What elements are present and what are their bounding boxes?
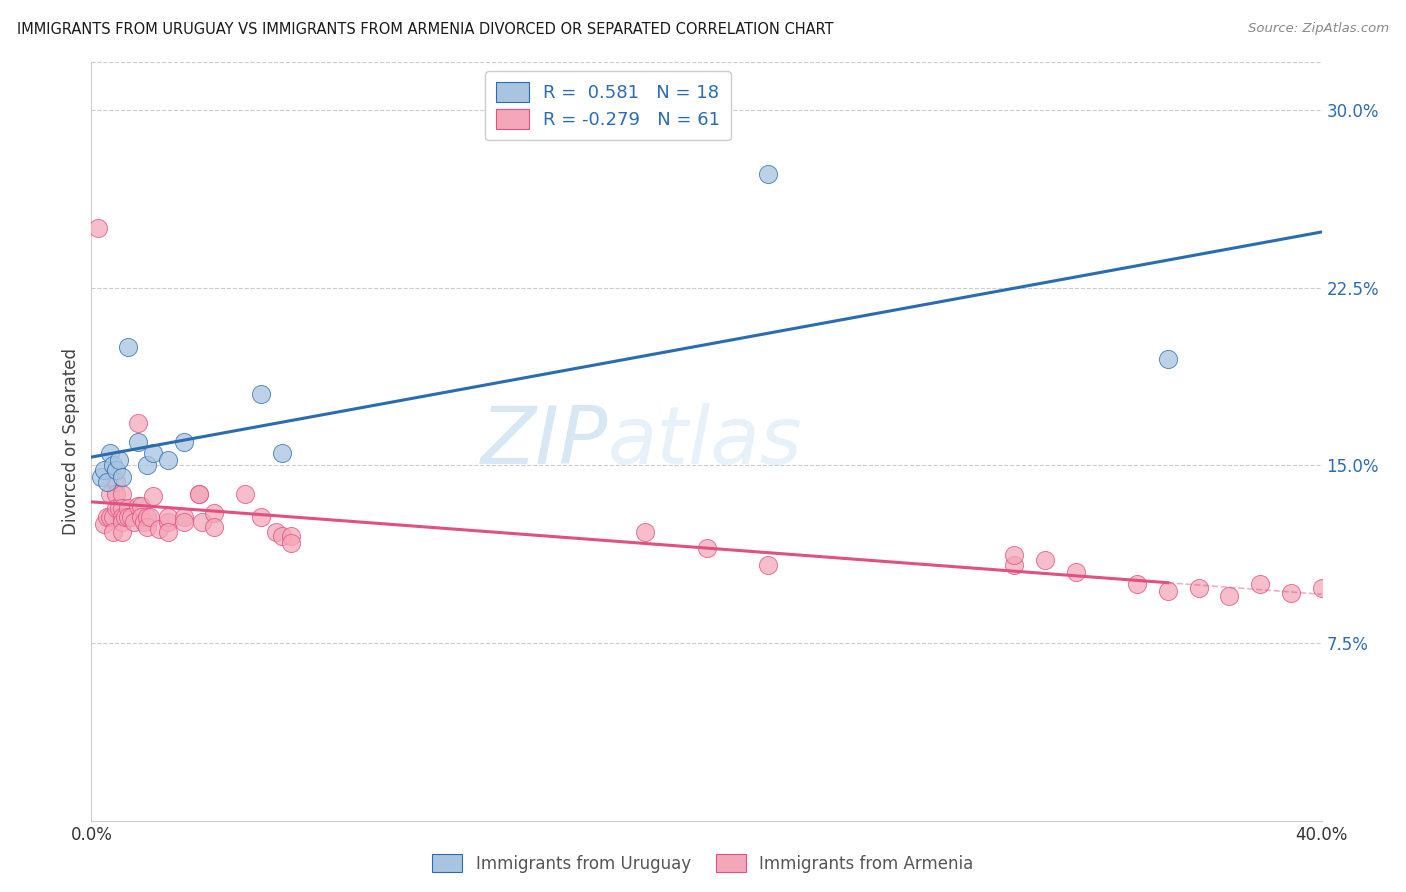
Point: [173, 510, 195, 524]
Point: [101, 510, 124, 524]
Point: [696, 541, 718, 556]
Point: [105, 500, 127, 515]
Point: [86, 221, 108, 235]
Point: [117, 500, 139, 515]
Point: [191, 515, 214, 529]
Point: [249, 510, 271, 524]
Point: [105, 475, 127, 489]
Point: [117, 510, 139, 524]
Point: [271, 446, 294, 460]
Point: [108, 453, 131, 467]
Point: [105, 486, 127, 500]
Point: [101, 458, 124, 473]
Point: [1126, 576, 1149, 591]
Point: [93, 517, 115, 532]
Point: [202, 506, 225, 520]
Point: [96, 510, 118, 524]
Point: [98, 446, 121, 460]
Point: [1218, 589, 1240, 603]
Point: [1157, 351, 1180, 366]
Point: [1033, 553, 1056, 567]
Text: atlas: atlas: [607, 402, 803, 481]
Point: [111, 470, 134, 484]
Point: [129, 510, 152, 524]
Point: [120, 510, 142, 524]
Point: [264, 524, 287, 539]
Point: [98, 486, 121, 500]
Point: [108, 500, 131, 515]
Point: [280, 536, 302, 550]
Point: [127, 434, 149, 449]
Point: [114, 510, 136, 524]
Legend: Immigrants from Uruguay, Immigrants from Armenia: Immigrants from Uruguay, Immigrants from…: [426, 847, 980, 880]
Point: [1279, 586, 1302, 600]
Point: [111, 486, 134, 500]
Point: [1187, 582, 1209, 596]
Point: [280, 529, 302, 543]
Point: [90, 470, 112, 484]
Point: [148, 522, 170, 536]
Point: [117, 340, 139, 354]
Point: [98, 510, 121, 524]
Point: [105, 463, 127, 477]
Point: [173, 515, 195, 529]
Point: [1064, 565, 1087, 579]
Point: [135, 458, 157, 473]
Point: [157, 453, 180, 467]
Point: [139, 510, 162, 524]
Point: [188, 486, 211, 500]
Text: IMMIGRANTS FROM URUGUAY VS IMMIGRANTS FROM ARMENIA DIVORCED OR SEPARATED CORRELA: IMMIGRANTS FROM URUGUAY VS IMMIGRANTS FR…: [17, 22, 834, 37]
Point: [1002, 548, 1025, 563]
Point: [188, 486, 211, 500]
Point: [157, 524, 180, 539]
Point: [1310, 582, 1333, 596]
Point: [111, 510, 134, 524]
Point: [202, 520, 225, 534]
Point: [271, 529, 294, 543]
Point: [127, 416, 149, 430]
Legend: R =  0.581   N = 18, R = -0.279   N = 61: R = 0.581 N = 18, R = -0.279 N = 61: [485, 71, 731, 140]
Point: [124, 515, 146, 529]
Point: [132, 515, 155, 529]
Point: [249, 387, 271, 401]
Point: [1002, 558, 1025, 572]
Point: [157, 510, 180, 524]
Point: [127, 499, 149, 513]
Point: [101, 524, 124, 539]
Point: [233, 486, 256, 500]
Point: [157, 515, 180, 529]
Text: ZIP: ZIP: [481, 402, 607, 481]
Point: [135, 510, 157, 524]
Point: [111, 515, 134, 529]
Point: [96, 475, 118, 489]
Point: [111, 500, 134, 515]
Point: [135, 520, 157, 534]
Point: [142, 489, 165, 503]
Point: [93, 463, 115, 477]
Point: [756, 167, 779, 181]
Point: [129, 499, 152, 513]
Point: [756, 558, 779, 572]
Point: [634, 524, 657, 539]
Point: [1157, 583, 1180, 598]
Text: Source: ZipAtlas.com: Source: ZipAtlas.com: [1249, 22, 1389, 36]
Y-axis label: Divorced or Separated: Divorced or Separated: [62, 348, 80, 535]
Point: [142, 446, 165, 460]
Point: [111, 524, 134, 539]
Point: [1249, 576, 1271, 591]
Point: [173, 434, 195, 449]
